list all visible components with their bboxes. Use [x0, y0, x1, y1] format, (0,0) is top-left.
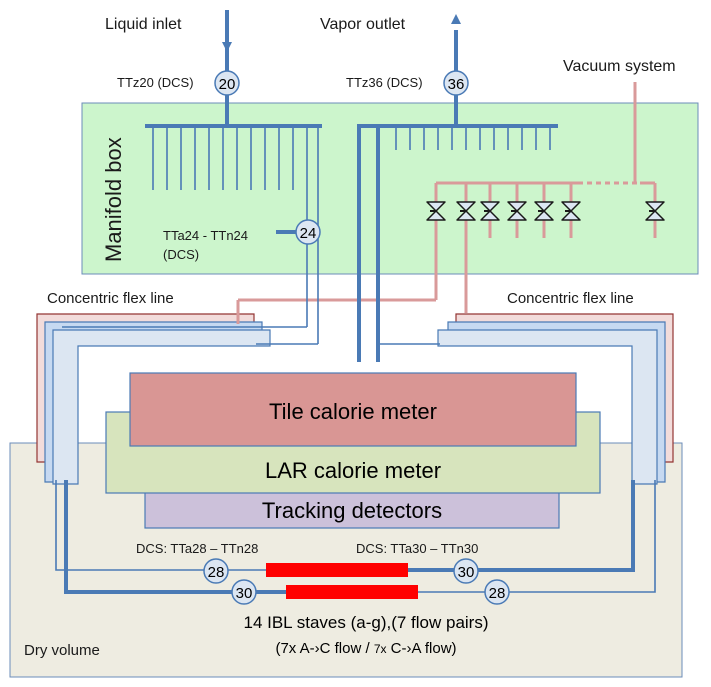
dcs30-label: DCS: TTa30 – TTn30: [356, 541, 478, 556]
sensor-28-outlet-label: 28: [489, 585, 506, 602]
outlet-manifold: [357, 30, 558, 362]
ttz36-label: TTz36 (DCS): [346, 75, 423, 90]
tracking-detectors-label: Tracking detectors: [262, 498, 442, 523]
tta24-label-line1: TTa24 - TTn24: [163, 228, 248, 243]
sensor-20: 20: [214, 70, 240, 96]
valve-icon: [480, 201, 500, 221]
staves-label-line1: 14 IBL staves (a-g),(7 flow pairs): [243, 613, 488, 632]
valve-icon: [561, 201, 581, 221]
valve-group: [426, 201, 665, 221]
sensor-30-outlet: 30: [453, 558, 479, 584]
valve-icon: [507, 201, 527, 221]
sensor-24: 24: [295, 219, 321, 245]
dcs28-label: DCS: TTa28 – TTn28: [136, 541, 258, 556]
ibl-stave-lower: [286, 585, 418, 599]
valve-icon: [645, 201, 665, 221]
sensor-28-inlet-label: 28: [208, 564, 225, 581]
flex-line-right: [437, 313, 674, 485]
ttz20-label: TTz20 (DCS): [117, 75, 194, 90]
staves-label-line2: (7x A-›C flow / 7x C-›A flow): [275, 640, 456, 657]
flex-line-left: [36, 313, 271, 485]
flex-line-right-label: Concentric flex line: [507, 290, 634, 307]
sensor-30-outlet-label: 30: [458, 564, 475, 581]
sensor-28-outlet: 28: [484, 579, 510, 605]
manifold-box-label: Manifold box: [101, 137, 126, 262]
ibl-stave-upper: [266, 563, 408, 577]
sensor-30-inlet: 30: [231, 579, 257, 605]
sensor-30-inlet-label: 30: [236, 585, 253, 602]
valve-icon: [456, 201, 476, 221]
sensor-24-label: 24: [300, 225, 317, 242]
inlet-arrow-icon: [222, 42, 232, 52]
lar-calorimeter-label: LAR calorie meter: [265, 458, 441, 483]
tile-calorimeter-box: [129, 372, 577, 447]
sensor-36-label: 36: [448, 76, 465, 93]
valve-icon: [534, 201, 554, 221]
tile-calorimeter-label: Tile calorie meter: [269, 399, 437, 424]
liquid-inlet-label: Liquid inlet: [105, 16, 182, 33]
dry-volume-label: Dry volume: [24, 642, 100, 659]
inlet-manifold: [62, 10, 322, 345]
outlet-arrow-icon: [451, 14, 461, 24]
vacuum-system-label: Vacuum system: [563, 58, 676, 75]
sensor-20-label: 20: [219, 76, 236, 93]
manifold-box: [81, 102, 699, 275]
stave-loop-pipes: [55, 480, 656, 594]
sensor-36: 36: [443, 70, 469, 96]
sensor-28-inlet: 28: [203, 558, 229, 584]
valve-icon: [426, 201, 446, 221]
vapor-outlet-label: Vapor outlet: [320, 16, 406, 33]
tta24-label-line2: (DCS): [163, 247, 199, 262]
flex-line-left-label: Concentric flex line: [47, 290, 174, 307]
